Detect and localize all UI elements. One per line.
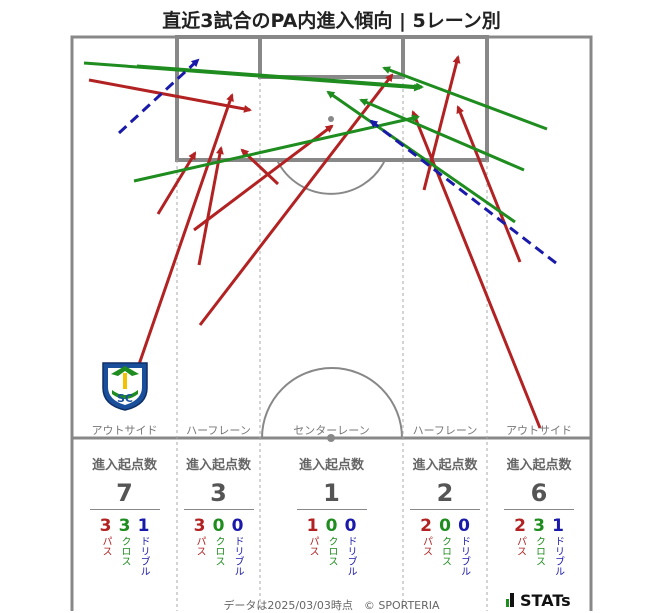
cross-label: クロス <box>119 536 130 566</box>
stat-header: 進入起点数 <box>185 458 251 473</box>
dribble-arrow <box>369 119 557 265</box>
cross-count: 3 <box>118 516 131 536</box>
stat-divider <box>183 509 254 510</box>
pass-arrow <box>456 105 522 263</box>
pass-label: パス <box>420 536 432 556</box>
pass-arrows <box>88 55 542 429</box>
cross-count: 3 <box>533 516 545 536</box>
lane-stats-halfspace-left: 進入起点数 3 3 パス 0 クロス 0 ドリブル <box>177 454 260 576</box>
dribble-arrow <box>117 58 200 135</box>
lane-stats-halfspace-right: 進入起点数 2 2 パス 0 クロス 0 ドリブル <box>403 454 487 576</box>
pass-arrow <box>193 124 334 232</box>
cross-arrow <box>326 90 516 224</box>
dribble-arrows <box>117 58 557 265</box>
pass-arrow <box>156 151 197 215</box>
pass-count: 2 <box>420 516 432 536</box>
pass-arrow <box>88 78 252 113</box>
lane-name-center: センターレーン <box>293 424 370 437</box>
stat-divider <box>504 509 574 510</box>
dribble-label: ドリブル <box>345 536 356 576</box>
stat-header: 進入起点数 <box>91 458 157 473</box>
cross-count: 0 <box>212 516 225 536</box>
club-emblem: SC <box>102 362 148 411</box>
cross-label: クロス <box>439 536 451 566</box>
emblem-text: SC <box>117 392 133 405</box>
stat-total: 7 <box>116 479 133 507</box>
dribble-count: 1 <box>552 516 564 536</box>
lane-stats-center: 進入起点数 1 1 パス 0 クロス 0 ドリブル <box>260 454 403 576</box>
pass-arrow <box>123 93 234 406</box>
pass-label: パス <box>194 536 205 556</box>
pass-arrow <box>198 73 394 326</box>
penalty-spot <box>328 116 334 122</box>
dribble-label: ドリブル <box>552 536 564 576</box>
dribble-label: ドリブル <box>138 536 149 576</box>
stat-total: 6 <box>530 479 548 507</box>
pass-count: 3 <box>193 516 206 536</box>
pass-arrow <box>422 55 461 191</box>
cross-label: クロス <box>533 536 545 566</box>
dribble-count: 1 <box>137 516 150 536</box>
center-spot <box>327 434 335 442</box>
pass-arrow <box>197 146 224 266</box>
lane-name-halfspace-right: ハーフレーン <box>412 424 478 437</box>
stat-divider <box>296 509 367 510</box>
pass-label: パス <box>514 536 526 556</box>
cross-arrow <box>359 98 525 172</box>
dribble-label: ドリブル <box>458 536 470 576</box>
goal-area <box>258 35 405 79</box>
stat-total: 2 <box>436 479 454 507</box>
lane-name-outside-left: アウトサイド <box>91 424 158 437</box>
cross-count: 0 <box>439 516 451 536</box>
stats-logo: STATs <box>506 591 571 610</box>
penalty-arc <box>276 159 386 195</box>
lane-name-outside-right: アウトサイド <box>506 424 572 437</box>
stat-header: 進入起点数 <box>506 458 572 473</box>
cross-count: 0 <box>325 516 338 536</box>
cross-label: クロス <box>326 536 337 566</box>
cross-arrows <box>83 61 548 224</box>
stat-divider <box>410 509 480 510</box>
pass-count: 2 <box>514 516 526 536</box>
center-circle <box>261 367 403 439</box>
pass-count: 1 <box>306 516 319 536</box>
lane-stats-outside-left: 進入起点数 7 3 パス 3 クロス 1 ドリブル <box>72 454 177 576</box>
dribble-count: 0 <box>458 516 470 536</box>
stat-header: 進入起点数 <box>298 458 364 473</box>
cross-arrow <box>136 64 424 91</box>
cross-arrow <box>382 66 548 131</box>
pass-label: パス <box>100 536 111 556</box>
lane-name-halfspace-left: ハーフレーン <box>186 424 251 437</box>
stats-logo-icon <box>506 593 516 607</box>
cross-label: クロス <box>213 536 224 566</box>
lane-stats-outside-right: 進入起点数 6 2 パス 3 クロス 1 ドリブル <box>487 454 591 576</box>
pass-label: パス <box>307 536 318 556</box>
stat-total: 3 <box>210 479 227 507</box>
dribble-count: 0 <box>344 516 357 536</box>
chart-title: 直近3試合のPA内進入傾向 | 5レーン別 <box>162 10 501 32</box>
stat-total: 1 <box>323 479 340 507</box>
dribble-count: 0 <box>231 516 244 536</box>
pass-count: 3 <box>99 516 112 536</box>
stats-logo-text: STATs <box>520 591 571 610</box>
penalty-area <box>175 35 489 162</box>
stat-header: 進入起点数 <box>412 458 478 473</box>
footer-date: データは2025/03/03時点 © SPORTERIA <box>223 599 440 612</box>
dribble-label: ドリブル <box>232 536 243 576</box>
stat-divider <box>89 509 160 510</box>
